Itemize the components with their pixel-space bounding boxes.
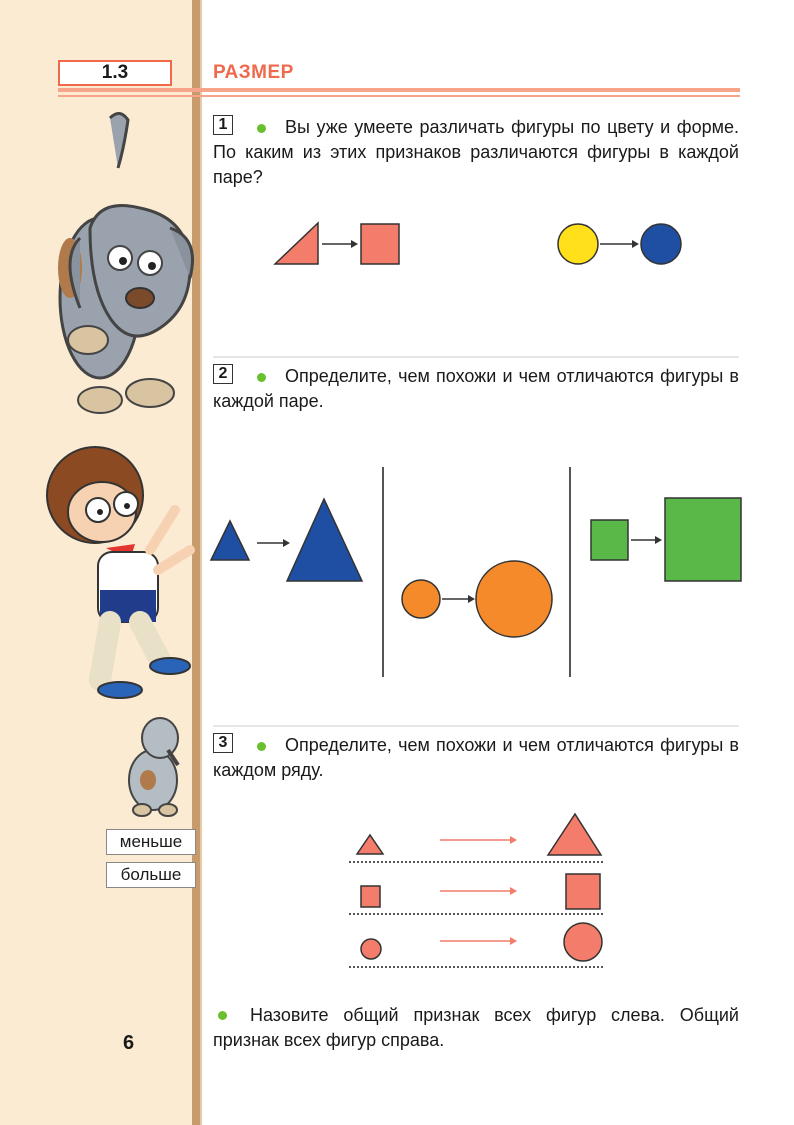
small-green-square bbox=[590, 519, 629, 561]
task-1-bullet bbox=[257, 124, 266, 133]
divider-2 bbox=[213, 725, 739, 727]
task-1-number: 1 bbox=[213, 115, 233, 135]
small-blue-triangle bbox=[209, 519, 251, 561]
page-spine bbox=[192, 0, 200, 1125]
row1-small-triangle bbox=[355, 833, 385, 855]
task-2-number: 2 bbox=[213, 364, 233, 384]
word-bigger: больше bbox=[106, 862, 196, 888]
row3-small-circle bbox=[360, 938, 382, 960]
word-smaller: меньше bbox=[106, 829, 196, 855]
task-2-text: Определите, чем похожи и чем отличаются … bbox=[213, 366, 739, 411]
yellow-circle bbox=[557, 223, 599, 265]
dog-illustration bbox=[40, 108, 200, 418]
small-orange-circle bbox=[401, 579, 441, 619]
separator-line-2 bbox=[569, 467, 571, 677]
page-number: 6 bbox=[123, 1032, 135, 1054]
row3-large-circle bbox=[563, 922, 603, 962]
task-3-bullet bbox=[257, 742, 266, 751]
salmon-square bbox=[360, 223, 400, 265]
title-rule bbox=[58, 88, 740, 92]
puppy-illustration bbox=[118, 710, 188, 820]
divider-1 bbox=[213, 356, 739, 358]
task-3-text: Определите, чем похожи и чем отличаются … bbox=[213, 735, 739, 780]
row2-large-square bbox=[565, 873, 601, 910]
blue-circle bbox=[640, 223, 682, 265]
task-3-number: 3 bbox=[213, 733, 233, 753]
large-green-square bbox=[664, 497, 742, 582]
title-rule-thin bbox=[58, 95, 740, 97]
separator-line-1 bbox=[382, 467, 384, 677]
salmon-triangle bbox=[273, 221, 319, 265]
task-1-text: Вы уже умеете различать фигуры по цвету … bbox=[213, 117, 739, 187]
final-task-text: Назовите общий признак всех фигур слева.… bbox=[213, 1005, 739, 1050]
row2-small-square bbox=[360, 885, 381, 908]
section-title: РАЗМЕР bbox=[213, 62, 294, 83]
task-2-bullet bbox=[257, 373, 266, 382]
row-separator-2 bbox=[349, 913, 603, 915]
large-orange-circle bbox=[475, 560, 553, 638]
section-number: 1.3 bbox=[58, 60, 172, 86]
row1-large-triangle bbox=[546, 812, 603, 856]
spine-line bbox=[200, 0, 202, 1125]
row-separator-3 bbox=[349, 966, 603, 968]
row-separator-1 bbox=[349, 861, 603, 863]
large-blue-triangle bbox=[285, 497, 364, 582]
final-task-bullet bbox=[218, 1011, 227, 1020]
margin-panel bbox=[0, 0, 192, 1125]
boy-illustration bbox=[40, 440, 200, 700]
